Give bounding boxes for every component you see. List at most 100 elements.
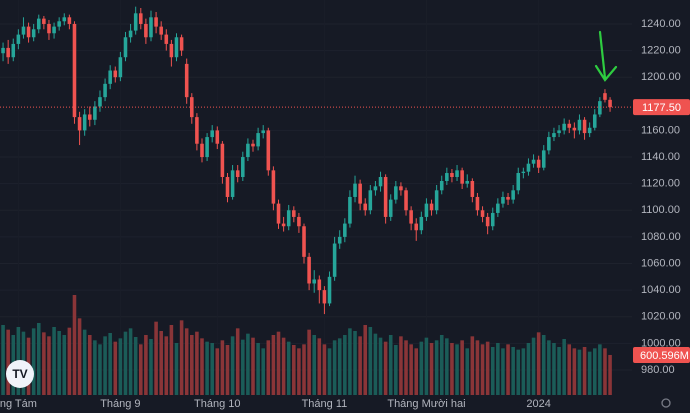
candle-body xyxy=(184,63,189,98)
volume-bar xyxy=(149,339,153,395)
candle-body xyxy=(261,130,265,134)
candle-body xyxy=(465,180,470,184)
volume-bar xyxy=(429,343,434,395)
candle-body xyxy=(577,119,582,131)
candle-body xyxy=(256,133,260,147)
candle-body xyxy=(378,177,383,187)
volume-bar xyxy=(210,343,214,395)
volume-bar xyxy=(485,341,490,395)
volume-bar xyxy=(184,328,189,395)
candle-body xyxy=(286,210,291,227)
volume-bar xyxy=(343,335,347,395)
candle-body xyxy=(225,177,230,197)
candle-body xyxy=(11,43,16,58)
candle-body xyxy=(103,83,107,98)
y-tick-label: 1200.00 xyxy=(641,71,681,83)
candle-body xyxy=(72,23,77,118)
last-volume-label: 600.596M xyxy=(640,350,689,362)
volume-bar xyxy=(383,341,388,395)
y-tick-label: 1040.00 xyxy=(641,284,681,296)
candle-body xyxy=(496,203,500,213)
candle-body xyxy=(511,190,515,200)
volume-bar xyxy=(205,341,209,395)
candle-body xyxy=(123,37,128,58)
candle-body xyxy=(205,137,209,158)
last-volume-box xyxy=(633,346,690,363)
volume-bar xyxy=(215,348,220,395)
candle-body xyxy=(332,243,337,277)
candle-body xyxy=(506,196,510,200)
candle-body xyxy=(516,173,521,191)
candle-body xyxy=(501,196,505,204)
candle-body xyxy=(460,170,464,184)
candle-body xyxy=(592,114,597,128)
y-tick-label: 1000.00 xyxy=(641,337,681,349)
candle-body xyxy=(118,57,123,78)
candle-body xyxy=(322,290,327,304)
volume-bar xyxy=(506,344,510,395)
candle-body xyxy=(241,157,245,178)
volume-bar xyxy=(62,335,67,395)
candle-body xyxy=(608,99,612,108)
candle-body xyxy=(587,127,592,134)
volume-bar xyxy=(281,337,286,395)
volume-bar xyxy=(536,332,541,395)
candle-body xyxy=(363,203,368,211)
candle-body xyxy=(429,203,434,211)
volume-bar xyxy=(118,338,123,395)
volume-bar xyxy=(256,343,260,395)
volume-bar xyxy=(501,348,505,395)
candle-body xyxy=(138,13,143,24)
candle-body xyxy=(215,130,220,144)
volume-bar xyxy=(144,335,148,395)
candle-body xyxy=(220,143,225,178)
volume-bar xyxy=(292,345,296,395)
y-tick-label: 1020.00 xyxy=(641,311,681,323)
volume-bar xyxy=(261,348,265,395)
volume-bar xyxy=(6,329,10,395)
candle-body xyxy=(480,210,485,217)
volume-bar xyxy=(378,337,383,395)
volume-bar xyxy=(159,331,163,395)
volume-bar xyxy=(57,331,61,395)
candle-body xyxy=(57,21,61,27)
volume-bar xyxy=(572,348,577,395)
volume-bar xyxy=(327,348,332,395)
candle-body xyxy=(368,190,373,211)
x-tick-label: Tháng 9 xyxy=(100,398,140,410)
volume-bar xyxy=(332,340,337,395)
settings-icon[interactable] xyxy=(661,398,671,408)
volume-bar xyxy=(174,343,179,395)
volume-bar xyxy=(230,336,235,395)
y-tick-label: 1080.00 xyxy=(641,231,681,243)
candle-body xyxy=(434,190,439,211)
candle-body xyxy=(424,203,429,217)
volume-bar xyxy=(246,333,250,395)
candle-body xyxy=(159,26,163,35)
candle-body xyxy=(317,279,322,291)
candle-body xyxy=(536,159,541,168)
y-tick-label: 1100.00 xyxy=(641,204,680,216)
volume-bar xyxy=(582,347,587,395)
candle-body xyxy=(128,30,133,38)
volume-bar xyxy=(108,333,112,395)
volume-bar xyxy=(302,344,306,395)
candle-body xyxy=(200,143,204,158)
volume-bar xyxy=(424,337,429,395)
volume-bar xyxy=(368,327,373,395)
volume-bar xyxy=(587,351,592,395)
volume-bar xyxy=(123,331,128,395)
candle-body xyxy=(598,101,602,115)
candle-body xyxy=(307,256,311,284)
volume-bar xyxy=(598,344,602,395)
volume-bar xyxy=(312,335,316,395)
volume-bar xyxy=(154,321,158,395)
candle-body xyxy=(47,23,51,34)
candle-body xyxy=(190,97,194,118)
volume-bar xyxy=(547,340,551,395)
x-tick-label: ng Tám xyxy=(0,398,37,410)
candle-body xyxy=(414,223,419,231)
volume-bar xyxy=(434,340,439,395)
candle-body xyxy=(266,130,271,171)
